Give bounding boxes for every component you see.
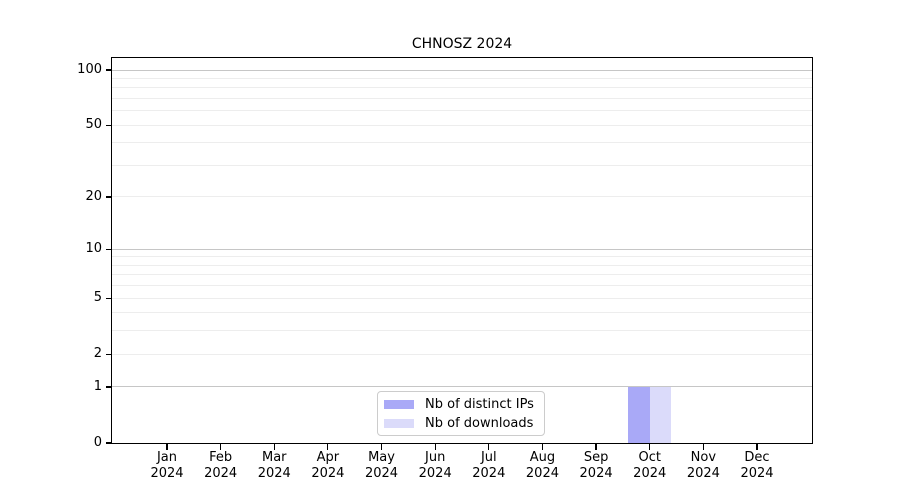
x-tick-jun	[434, 444, 436, 450]
y-tick-100	[105, 69, 112, 71]
y-tick-label-2: 2	[93, 346, 102, 362]
x-tick-label-jul-2024: Jul 2024	[472, 450, 506, 481]
grid-line-major-1	[112, 386, 812, 388]
legend-swatch-downloads	[384, 418, 414, 428]
grid-line-minor-7	[112, 274, 812, 276]
x-tick-label-aug-2024: Aug 2024	[525, 450, 559, 481]
x-tick-label-may-2024: May 2024	[364, 450, 399, 481]
legend-label-downloads: Nb of downloads	[425, 415, 534, 431]
x-tick-apr	[327, 444, 329, 450]
grid-line-minor-30	[112, 164, 812, 166]
x-tick-label-sep-2024: Sep 2024	[579, 450, 613, 481]
x-tick-may	[380, 444, 383, 450]
x-tick-label-mar-2024: Mar 2024	[257, 450, 291, 481]
y-tick-label-5: 5	[93, 290, 102, 306]
y-tick-2	[105, 353, 112, 355]
x-tick-jul	[488, 444, 490, 450]
grid-line-minor-5	[112, 297, 812, 299]
plot-area	[111, 57, 813, 444]
grid-line-minor-60	[112, 110, 812, 112]
y-tick-5	[105, 297, 112, 299]
y-tick-0	[105, 442, 112, 444]
bar-nb-of-distinct-ips-oct-2024	[628, 386, 650, 443]
x-tick-aug	[541, 444, 544, 450]
grid-line-minor-80	[112, 87, 812, 89]
grid-line-minor-6	[112, 285, 812, 287]
y-tick-label-100: 100	[77, 62, 102, 77]
chart-title: CHNOSZ 2024	[411, 36, 513, 52]
grid-line-major-100	[112, 69, 812, 71]
y-tick-10	[105, 248, 112, 250]
x-tick-label-jun-2024: Jun 2024	[418, 450, 452, 481]
x-tick-label-dec-2024: Dec 2024	[740, 450, 774, 481]
x-tick-nov	[702, 444, 704, 450]
x-tick-label-nov-2024: Nov 2024	[686, 450, 720, 481]
y-tick-label-0: 0	[93, 435, 102, 450]
grid-line-minor-90	[112, 77, 812, 79]
x-tick-label-apr-2024: Apr 2024	[311, 450, 345, 481]
x-tick-label-feb-2024: Feb 2024	[204, 450, 238, 481]
x-tick-oct	[649, 444, 651, 450]
x-tick-mar	[273, 444, 275, 450]
y-tick-20	[105, 196, 112, 198]
y-tick-50	[105, 124, 112, 126]
bar-nb-of-downloads-oct-2024	[649, 386, 672, 443]
grid-line-minor-9	[112, 256, 812, 258]
grid-line-minor-2	[112, 353, 812, 355]
legend-label-distinct-ips: Nb of distinct IPs	[425, 396, 534, 412]
grid-line-major-10	[112, 248, 812, 250]
x-tick-label-oct-2024: Oct 2024	[633, 450, 667, 481]
x-tick-feb	[220, 444, 222, 450]
x-tick-jan	[166, 444, 168, 450]
legend-entry-distinct-ips: Nb of distinct IPs	[384, 397, 536, 412]
legend: Nb of distinct IPs Nb of downloads	[377, 391, 545, 436]
grid-line-minor-50	[112, 124, 812, 126]
y-tick-label-1: 1	[93, 378, 102, 394]
y-tick-1	[105, 386, 112, 388]
y-tick-label-10: 10	[85, 241, 102, 257]
legend-entry-downloads: Nb of downloads	[384, 416, 536, 431]
grid-line-minor-40	[112, 142, 812, 144]
x-tick-sep	[595, 444, 597, 450]
grid-line-minor-70	[112, 97, 812, 99]
grid-line-minor-4	[112, 312, 812, 314]
y-tick-label-20: 20	[85, 188, 102, 204]
grid-line-minor-20	[112, 196, 812, 198]
grid-line-minor-8	[112, 264, 812, 266]
y-tick-label-50: 50	[85, 117, 102, 133]
legend-swatch-distinct-ips	[384, 399, 414, 409]
x-tick-label-jan-2024: Jan 2024	[150, 450, 184, 481]
x-tick-dec	[756, 444, 758, 450]
grid-line-minor-3	[112, 330, 812, 332]
